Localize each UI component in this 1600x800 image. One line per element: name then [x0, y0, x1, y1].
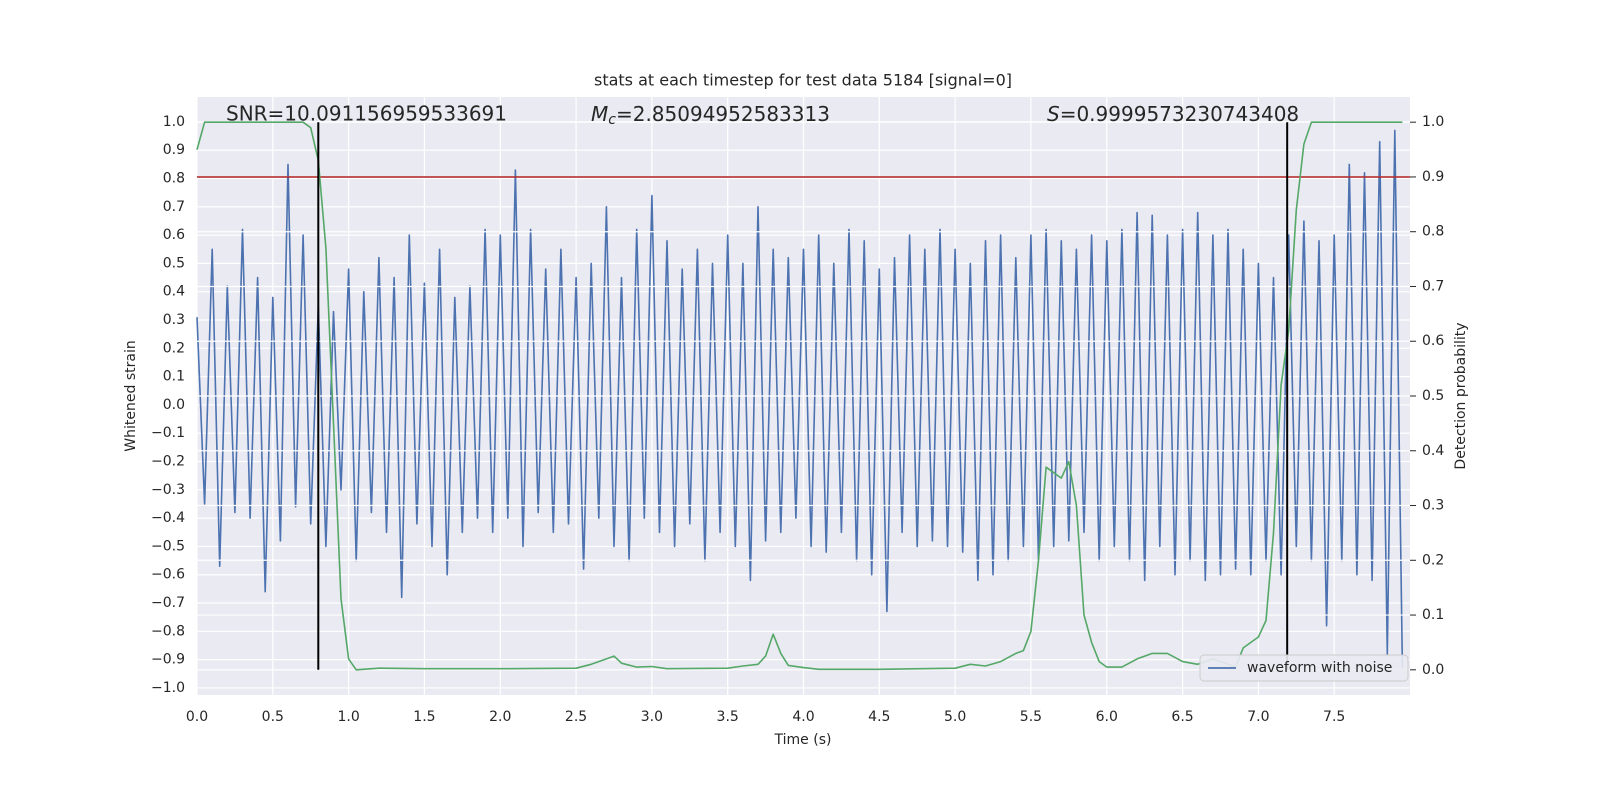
- annotation: Mc=2.85094952583313: [591, 102, 830, 129]
- y2-tick-label: 0.1: [1422, 607, 1444, 623]
- y-tick-label: −0.4: [151, 510, 185, 526]
- y-tick-label: −0.9: [151, 652, 185, 668]
- x-tick-label: 2.0: [489, 709, 511, 725]
- y-tick-label: −0.5: [151, 538, 185, 554]
- y-tick-label: −1.0: [151, 680, 185, 696]
- y-tick-label: 0.0: [163, 397, 185, 413]
- y-tick-label: 0.7: [163, 199, 185, 215]
- x-axis-label: Time (s): [774, 732, 832, 748]
- x-tick-label: 6.5: [1171, 709, 1193, 725]
- y2-tick-label: 0.8: [1422, 224, 1444, 240]
- annotation: S=0.9999573230743408: [1047, 102, 1299, 126]
- y2-axis-label: Detection probability: [1453, 322, 1469, 469]
- annotation-text: =0.9999573230743408: [1060, 102, 1299, 126]
- x-tick-label: 2.5: [565, 709, 587, 725]
- y-tick-label: 0.6: [163, 227, 185, 243]
- y-tick-label: −0.7: [151, 595, 185, 611]
- x-tick-label: 3.5: [717, 709, 739, 725]
- y2-tick-label: 0.3: [1422, 498, 1444, 514]
- y-tick-label: 0.8: [163, 171, 185, 187]
- y-tick-label: 1.0: [163, 114, 185, 130]
- annotation-symbol: M: [591, 102, 608, 126]
- y-tick-label: 0.2: [163, 340, 185, 356]
- x-tick-label: 1.0: [337, 709, 359, 725]
- y2-tick-label: 0.9: [1422, 169, 1444, 185]
- x-tick-label: 6.0: [1096, 709, 1118, 725]
- x-tick-label: 4.0: [792, 709, 814, 725]
- y2-tick-label: 0.4: [1422, 443, 1444, 459]
- annotation-symbol: S: [1047, 102, 1060, 126]
- y-axis-label: Whitened strain: [123, 340, 139, 451]
- annotation-text: =2.85094952583313: [616, 102, 830, 126]
- legend-label: waveform with noise: [1247, 660, 1392, 676]
- y-tick-label: 0.5: [163, 255, 185, 271]
- legend-box: [1199, 654, 1409, 682]
- y2-tick-label: 0.7: [1422, 278, 1444, 294]
- x-tick-label: 1.5: [413, 709, 435, 725]
- y-tick-label: −0.3: [151, 482, 185, 498]
- x-tick-label: 5.0: [944, 709, 966, 725]
- y-tick-label: −0.8: [151, 623, 185, 639]
- chart-title: stats at each timestep for test data 518…: [594, 71, 1012, 90]
- overlay: waveform with noise: [196, 121, 1416, 682]
- y2-tick-label: 0.0: [1422, 662, 1444, 678]
- x-tick-label: 7.5: [1323, 709, 1345, 725]
- y-tick-label: 0.3: [163, 312, 185, 328]
- y-tick-label: −0.6: [151, 567, 185, 583]
- y-tick-label: 0.1: [163, 369, 185, 385]
- y2-tick-label: 1.0: [1422, 114, 1444, 130]
- y2-tick-label: 0.5: [1422, 388, 1444, 404]
- y2-tick-label: 0.6: [1422, 333, 1444, 349]
- annotation: SNR=10.091156959533691: [226, 102, 507, 126]
- y-tick-label: 0.4: [163, 284, 185, 300]
- x-tick-label: 3.0: [641, 709, 663, 725]
- x-tick-label: 4.5: [868, 709, 890, 725]
- x-tick-label: 7.0: [1247, 709, 1269, 725]
- y2-tick-label: 0.2: [1422, 552, 1444, 568]
- y-tick-label: 0.9: [163, 142, 185, 158]
- x-tick-label: 0.5: [262, 709, 284, 725]
- x-tick-label: 0.0: [186, 709, 208, 725]
- x-tick-label: 5.5: [1020, 709, 1042, 725]
- y-tick-label: −0.1: [151, 425, 185, 441]
- annotation-subscript: c: [608, 112, 616, 128]
- y-tick-label: −0.2: [151, 454, 185, 470]
